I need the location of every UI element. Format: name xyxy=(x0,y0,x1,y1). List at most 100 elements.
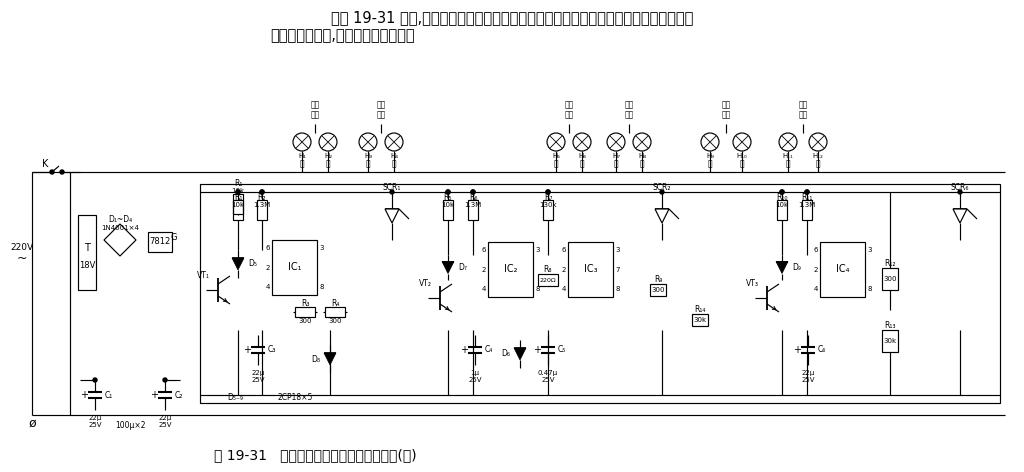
Text: IC₂: IC₂ xyxy=(504,264,517,275)
Circle shape xyxy=(805,190,809,194)
Text: R₁: R₁ xyxy=(233,193,243,202)
Bar xyxy=(802,200,812,220)
Text: C₅: C₅ xyxy=(558,346,566,354)
Polygon shape xyxy=(953,209,967,223)
Text: H₁₀: H₁₀ xyxy=(736,153,748,159)
Text: 300: 300 xyxy=(884,276,897,282)
Text: +: + xyxy=(150,390,158,400)
Bar xyxy=(148,232,172,252)
Polygon shape xyxy=(442,261,454,273)
Text: 6: 6 xyxy=(481,247,486,253)
Text: 18V: 18V xyxy=(79,261,95,270)
Bar xyxy=(257,200,267,220)
Text: D₈: D₈ xyxy=(311,354,319,363)
Bar xyxy=(882,268,898,290)
Text: 图 19-31   交通路口红绿灯自动控制器电路(一): 图 19-31 交通路口红绿灯自动控制器电路(一) xyxy=(214,448,417,462)
Text: 绿: 绿 xyxy=(739,160,744,169)
Text: 东西
路口: 东西 路口 xyxy=(377,101,386,120)
Text: K: K xyxy=(42,159,48,169)
Circle shape xyxy=(958,190,962,194)
Text: 30k: 30k xyxy=(693,317,707,323)
Text: R₁: R₁ xyxy=(233,179,243,188)
Text: C₄: C₄ xyxy=(485,346,494,354)
Bar xyxy=(650,284,666,296)
Text: 10k: 10k xyxy=(441,202,455,208)
Text: D₇: D₇ xyxy=(458,263,467,272)
Text: 3: 3 xyxy=(615,247,620,253)
Text: +: + xyxy=(534,345,541,355)
Text: 22μ: 22μ xyxy=(159,415,172,421)
Bar xyxy=(543,200,553,220)
Text: 10k: 10k xyxy=(231,202,245,208)
Bar xyxy=(78,215,96,290)
Circle shape xyxy=(390,190,394,194)
Text: 7: 7 xyxy=(615,267,620,272)
Circle shape xyxy=(471,190,475,194)
Text: +: + xyxy=(460,345,468,355)
Text: 300: 300 xyxy=(651,287,665,293)
Bar xyxy=(200,184,1000,403)
Text: 22μ: 22μ xyxy=(802,370,815,376)
Text: C₆: C₆ xyxy=(818,346,826,354)
Text: 黄: 黄 xyxy=(640,160,644,169)
Text: 8: 8 xyxy=(319,284,324,290)
Text: 3: 3 xyxy=(535,247,540,253)
Circle shape xyxy=(780,190,784,194)
Circle shape xyxy=(236,190,240,194)
Text: 220V: 220V xyxy=(10,244,34,253)
Text: VT₁: VT₁ xyxy=(198,271,210,280)
Text: 东西
路口: 东西 路口 xyxy=(721,101,731,120)
Text: 绿: 绿 xyxy=(300,160,304,169)
Text: 8: 8 xyxy=(535,286,540,292)
Text: C₁: C₁ xyxy=(105,390,114,399)
Text: H₄: H₄ xyxy=(390,153,398,159)
Text: H₁: H₁ xyxy=(298,153,306,159)
Text: R₅: R₅ xyxy=(443,193,453,202)
Circle shape xyxy=(260,190,264,194)
Text: R₁₁: R₁₁ xyxy=(802,193,813,202)
Text: 130k: 130k xyxy=(540,202,557,208)
Text: 2CP18×5: 2CP18×5 xyxy=(278,394,312,403)
Text: 4: 4 xyxy=(265,284,270,290)
Text: 300: 300 xyxy=(298,318,311,324)
Text: H₂: H₂ xyxy=(324,153,332,159)
Circle shape xyxy=(93,378,97,382)
Text: 黄: 黄 xyxy=(580,160,585,169)
Bar xyxy=(568,242,613,297)
Text: 22μ: 22μ xyxy=(88,415,101,421)
Circle shape xyxy=(446,190,450,194)
Text: 红: 红 xyxy=(392,160,396,169)
Text: H₁₂: H₁₂ xyxy=(813,153,823,159)
Text: SCR₂: SCR₂ xyxy=(652,183,672,192)
Bar xyxy=(468,200,478,220)
Text: 1N4001×4: 1N4001×4 xyxy=(101,225,139,231)
Bar xyxy=(295,307,315,317)
Circle shape xyxy=(660,190,664,194)
Polygon shape xyxy=(514,348,526,360)
Text: 红: 红 xyxy=(816,160,820,169)
Circle shape xyxy=(236,190,240,194)
Text: C₂: C₂ xyxy=(175,390,183,399)
Text: R₁₄: R₁₄ xyxy=(694,305,706,314)
Bar xyxy=(488,242,534,297)
Text: D₉: D₉ xyxy=(792,263,801,272)
Text: 10k: 10k xyxy=(231,188,245,194)
Text: 绿: 绿 xyxy=(326,160,331,169)
Text: H₁₁: H₁₁ xyxy=(782,153,794,159)
Text: 25V: 25V xyxy=(88,422,101,428)
Text: R₆: R₆ xyxy=(469,193,477,202)
Text: 8: 8 xyxy=(867,286,871,292)
Text: 1.3M: 1.3M xyxy=(799,202,816,208)
Text: 7812: 7812 xyxy=(150,237,171,246)
Text: 绿: 绿 xyxy=(708,160,713,169)
Text: 2: 2 xyxy=(814,267,818,272)
Bar xyxy=(692,314,708,326)
Circle shape xyxy=(546,190,550,194)
Text: 25V: 25V xyxy=(468,377,481,383)
Text: 8: 8 xyxy=(615,286,620,292)
Polygon shape xyxy=(232,258,244,270)
Text: R₈: R₈ xyxy=(544,265,552,275)
Text: 南北
路口: 南北 路口 xyxy=(799,101,808,120)
Text: G: G xyxy=(171,234,177,243)
Text: 红: 红 xyxy=(366,160,371,169)
